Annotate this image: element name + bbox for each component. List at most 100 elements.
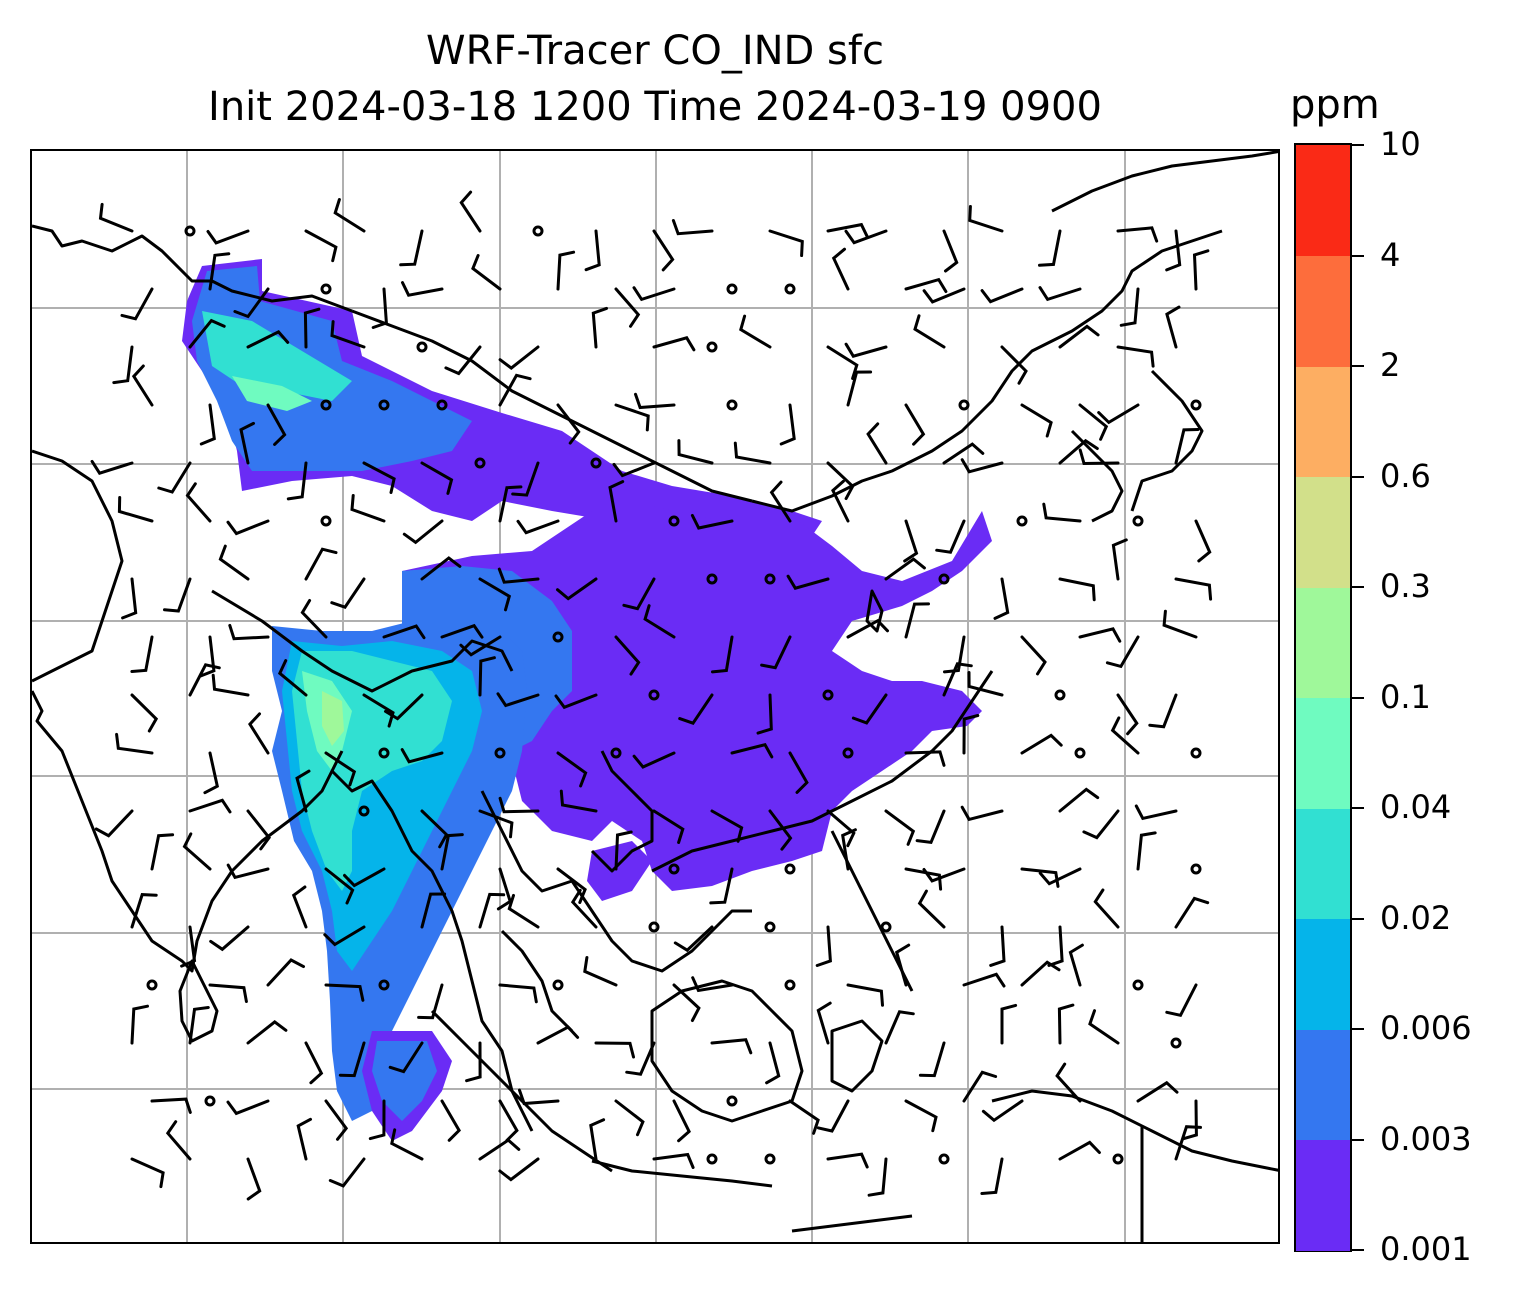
wind-barb [884,557,926,581]
wind-barb [206,229,250,245]
wind-barb [831,479,850,523]
wind-barb [769,480,792,523]
wind-barb [1042,502,1082,523]
calm-wind-marker [320,283,332,295]
wind-barb [652,1152,695,1169]
coastline-korea [1070,429,1124,523]
wind-barb [121,577,138,620]
colorbar-tick-label: 0.6 [1380,456,1431,495]
wind-barb [584,229,601,272]
wind-barb [471,254,502,291]
colorbar-segment [1296,366,1350,477]
wind-barb [1097,403,1140,425]
wind-barb [786,574,830,590]
wind-barb [1058,324,1100,349]
wind-barb [304,1041,324,1085]
wind-barb [208,983,248,1003]
calm-wind-marker [552,631,564,643]
calm-wind-marker [706,1153,718,1165]
wind-barb [516,519,560,535]
colorbar-tick-label: 2 [1380,346,1401,384]
wind-barb [324,983,365,1002]
wind-barb [942,229,959,273]
colorbar-tick-label: 0.1 [1380,677,1431,716]
coastline-malaysia [500,929,574,1033]
wind-barb [962,1070,998,1103]
wind-barb [612,461,656,478]
wind-barb [507,893,540,929]
wind-barb [1055,1062,1082,1103]
coastline-china-east [751,229,1223,513]
wind-barb [496,692,540,708]
wind-barb [188,1006,210,1045]
wind-barb [634,392,676,410]
colorbar-tick-label: 0.003 [1380,1119,1472,1158]
wind-barb [498,983,538,1004]
wind-barb [328,1157,366,1188]
calm-wind-marker [416,341,428,353]
wind-barb [90,459,134,475]
plume-india-green-b [322,691,344,746]
wind-barb [478,656,496,697]
wind-barb [209,925,250,952]
wind-barb [589,1118,606,1161]
coastline-sumatra [430,1009,613,1173]
wind-barb [459,190,482,233]
calm-wind-marker [320,399,332,411]
wind-barb [1058,787,1100,813]
wind-barb [420,461,454,495]
wind-barb [643,604,676,639]
tracer-plume [182,259,992,1141]
calm-wind-marker [784,979,796,991]
wind-barb [942,442,985,465]
wind-barb [498,345,540,370]
wind-barb [826,461,855,501]
wind-barb [130,1157,165,1189]
wind-barb [1020,733,1063,755]
wind-barb [614,403,650,432]
colorbar-segment [1296,697,1350,809]
wind-barb [417,983,444,1020]
calm-wind-marker [668,863,680,875]
colorbar-tick [1352,1249,1364,1251]
wind-barb [1020,635,1047,676]
wind-barb [904,867,943,891]
wind-barb [388,1041,424,1074]
calm-wind-marker [668,515,680,527]
wind-barb [1020,867,1060,888]
wind-barb [942,662,973,697]
wind-barb [678,693,714,725]
calm-wind-marker [1170,1037,1182,1049]
wind-barb [677,439,714,465]
calm-wind-marker [1132,515,1144,527]
wind-barb [844,342,888,358]
wind-barb [739,314,772,349]
colorbar-segment [1296,808,1350,919]
wind-barb [1110,716,1140,755]
wind-barb [130,693,159,733]
calm-wind-marker [378,747,390,759]
calm-wind-marker [474,457,486,469]
wind-barb [1020,403,1053,438]
wind-barb [690,514,734,530]
wind-barb [625,1041,656,1076]
calm-wind-marker [1074,747,1086,759]
wind-barb [478,892,506,929]
wind-barb [199,635,216,678]
calm-wind-marker [146,979,158,991]
wind-barb [1093,888,1120,929]
wind-barb [478,809,514,839]
wind-barb [459,635,502,657]
wind-barb [188,663,221,697]
coastline-timor [791,1214,913,1233]
wind-barb [826,345,859,380]
calm-wind-marker [532,225,544,237]
wind-barb [1116,693,1139,736]
wind-barb [917,889,946,929]
wind-barb [295,769,311,813]
wind-barb [710,809,744,843]
colorbar-segment [1296,1139,1350,1251]
wind-barb [117,496,154,523]
colorbar-segment [1296,255,1350,367]
wind-barb [556,250,576,291]
